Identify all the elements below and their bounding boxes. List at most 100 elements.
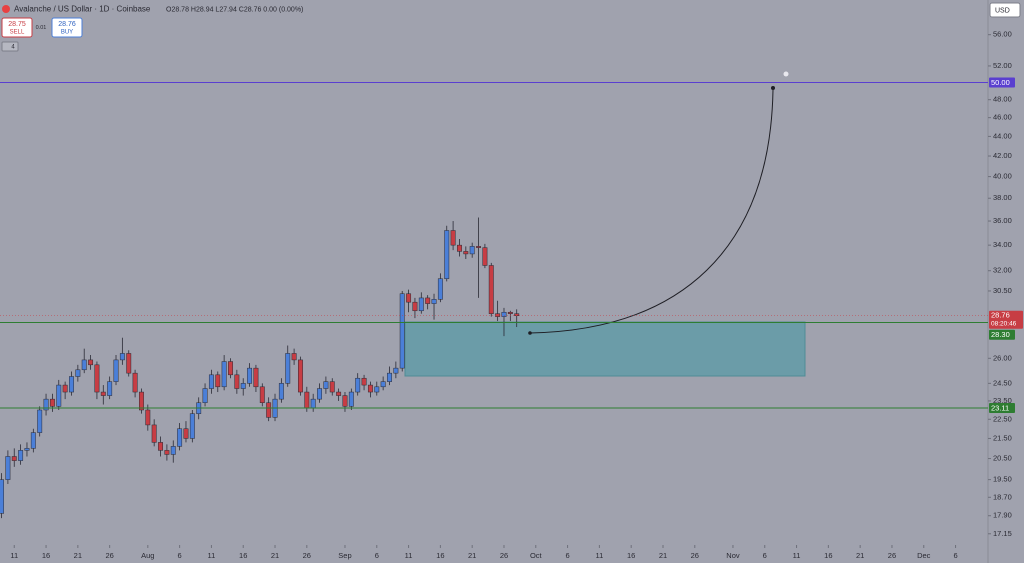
candle-body: [425, 297, 431, 304]
last-price-label: 28.76: [991, 311, 1010, 320]
candle-body: [18, 450, 24, 461]
candle-body: [367, 384, 373, 393]
candle-body: [387, 372, 392, 382]
candle-body: [221, 361, 227, 388]
x-tick-label: 16: [824, 551, 832, 560]
candle-body: [259, 386, 265, 403]
x-tick-label: 16: [436, 551, 444, 560]
y-tick-label: 21.50: [993, 433, 1012, 442]
candle-body: [88, 359, 94, 366]
candle-body: [418, 297, 424, 312]
x-tick-label: 26: [105, 551, 113, 560]
x-tick-label: 6: [178, 551, 182, 560]
y-tick-label: 48.00: [993, 95, 1012, 104]
candle-body: [304, 391, 310, 409]
candle-body: [177, 428, 183, 447]
candle-body: [170, 446, 176, 455]
candle-body: [62, 384, 68, 393]
candle-body: [151, 424, 157, 443]
buy-label: BUY: [61, 30, 73, 36]
candle-body: [336, 391, 342, 396]
currency-button[interactable]: [989, 2, 1021, 18]
candle-body: [285, 353, 291, 384]
x-tick-label: 11: [208, 551, 216, 560]
y-tick-label: 46.00: [993, 113, 1012, 122]
candle-body: [501, 311, 507, 317]
indicator-count: 4: [11, 44, 15, 50]
y-tick-label: 17.15: [993, 529, 1012, 538]
candle-body: [139, 391, 144, 411]
candle-body: [164, 450, 170, 455]
candle-body: [43, 398, 49, 411]
x-tick-label: 21: [74, 551, 82, 560]
x-tick-label: Sep: [338, 551, 351, 560]
candle-body: [234, 374, 240, 389]
candle-body: [75, 369, 81, 377]
buy-button[interactable]: [51, 17, 83, 38]
candle-body: [119, 353, 125, 361]
candle-body: [24, 448, 30, 451]
candle-body: [507, 311, 513, 314]
candle-body: [56, 384, 62, 407]
candle-body: [514, 313, 520, 316]
x-tick-label: 16: [627, 551, 635, 560]
candle-body: [113, 359, 119, 382]
x-tick-label: 11: [405, 551, 413, 560]
indicator-toggle[interactable]: [1, 41, 19, 52]
candle-body: [158, 442, 163, 451]
candle-body: [355, 377, 361, 393]
candle-body: [37, 409, 43, 433]
candle-body: [348, 391, 354, 407]
y-tick-label: 52.00: [993, 61, 1012, 70]
ohlc: O28.78 H28.94 L27.94 C28.76 0.00 (0.00%): [166, 6, 303, 13]
candle-body: [49, 398, 55, 407]
candle-body: [495, 313, 501, 317]
candle-body: [11, 456, 17, 461]
sell-button[interactable]: [1, 17, 33, 38]
sell-price: 28.75: [8, 21, 26, 28]
candle-body: [81, 359, 87, 371]
y-tick-label: 23.50: [993, 396, 1012, 405]
x-tick-label: 16: [42, 551, 50, 560]
spread: 0.01: [36, 25, 47, 31]
marker-dot: [783, 71, 789, 77]
candle-body: [126, 353, 132, 374]
candle-body: [488, 265, 494, 314]
candle-body: [253, 367, 259, 388]
level-label: 28.30: [991, 330, 1010, 339]
currency: USD: [995, 7, 1010, 14]
x-tick-label: Dec: [917, 551, 931, 560]
y-tick-label: 40.00: [993, 172, 1012, 181]
arc-end: [771, 86, 775, 90]
y-tick-label: 34.00: [993, 240, 1012, 249]
candle-body: [69, 376, 74, 393]
x-tick-label: 11: [793, 551, 801, 560]
y-tick-label: 26.00: [993, 353, 1012, 362]
candle-body: [183, 428, 189, 439]
x-tick-label: 21: [856, 551, 864, 560]
coin-icon: [2, 5, 10, 13]
level-label-box: [989, 77, 1015, 88]
candle-body: [463, 251, 469, 255]
candle-body: [145, 409, 151, 426]
level-label: 23.11: [991, 403, 1009, 412]
zone: [404, 321, 806, 377]
x-tick-label: 21: [659, 551, 667, 560]
candle-body: [361, 377, 367, 386]
candle-body: [107, 381, 113, 396]
sell-label: SELL: [10, 30, 25, 36]
arc-start: [528, 331, 532, 335]
y-tick-label: 38.00: [993, 193, 1012, 202]
x-tick-label: 26: [691, 551, 699, 560]
candle-body: [202, 388, 208, 403]
candle-body: [431, 299, 437, 304]
y-tick-label: 44.00: [993, 131, 1012, 140]
x-tick-label: 21: [468, 551, 476, 560]
x-tick-label: 16: [239, 551, 247, 560]
y-tick-label: 24.50: [993, 378, 1012, 387]
candle-body: [189, 413, 195, 439]
candle-body: [132, 372, 138, 393]
candle-body: [457, 244, 462, 252]
x-tick-label: Oct: [530, 551, 543, 560]
